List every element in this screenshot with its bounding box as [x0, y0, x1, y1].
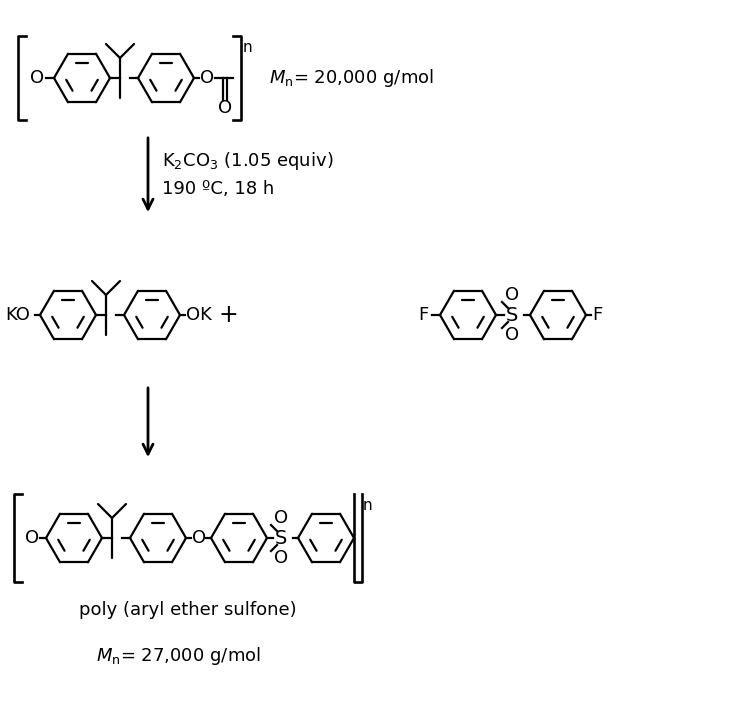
- Text: n: n: [363, 498, 373, 513]
- Text: n: n: [243, 40, 253, 55]
- Text: 190 ºC, 18 h: 190 ºC, 18 h: [162, 180, 274, 198]
- Text: $M_{\rm n}$= 27,000 g/mol: $M_{\rm n}$= 27,000 g/mol: [96, 645, 260, 667]
- Text: O: O: [192, 529, 206, 547]
- Text: F: F: [418, 306, 428, 324]
- Text: O: O: [505, 326, 519, 344]
- Text: S: S: [275, 528, 287, 548]
- Text: O: O: [218, 99, 232, 117]
- Text: OK: OK: [186, 306, 212, 324]
- Text: O: O: [200, 69, 214, 87]
- Text: O: O: [274, 549, 288, 567]
- Text: +: +: [218, 303, 238, 327]
- Text: K$_2$CO$_3$ (1.05 equiv): K$_2$CO$_3$ (1.05 equiv): [162, 150, 333, 172]
- Text: poly (aryl ether sulfone): poly (aryl ether sulfone): [79, 601, 297, 619]
- Text: O: O: [30, 69, 44, 87]
- Text: O: O: [25, 529, 39, 547]
- Text: KO: KO: [5, 306, 30, 324]
- Text: O: O: [505, 286, 519, 304]
- Text: F: F: [592, 306, 602, 324]
- Text: S: S: [506, 306, 518, 324]
- Text: O: O: [274, 509, 288, 527]
- Text: $M_{\rm n}$= 20,000 g/mol: $M_{\rm n}$= 20,000 g/mol: [269, 67, 434, 89]
